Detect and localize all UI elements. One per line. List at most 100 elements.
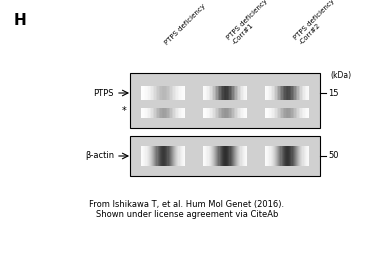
Bar [203, 86, 204, 100]
Bar [177, 146, 178, 166]
Bar [152, 146, 153, 166]
Bar [157, 108, 159, 118]
Bar [291, 146, 292, 166]
Bar [165, 108, 166, 118]
Bar [242, 146, 243, 166]
Bar [293, 108, 294, 118]
Bar [266, 146, 267, 166]
Bar [265, 108, 267, 118]
Bar [301, 146, 302, 166]
Bar [150, 108, 151, 118]
Bar [267, 108, 268, 118]
Bar [176, 146, 177, 166]
Bar [288, 86, 290, 100]
Bar [178, 146, 180, 166]
Bar [234, 86, 235, 100]
Bar [216, 108, 217, 118]
Bar [246, 108, 247, 118]
Bar [130, 136, 320, 176]
Text: PTPS deficiency: PTPS deficiency [164, 3, 207, 46]
Bar [223, 146, 224, 166]
Bar [299, 108, 300, 118]
Bar [147, 146, 148, 166]
Bar [147, 108, 148, 118]
Bar [288, 108, 290, 118]
Bar [291, 108, 293, 118]
Bar [271, 108, 272, 118]
Bar [130, 73, 320, 128]
Bar [285, 146, 286, 166]
Bar [170, 146, 171, 166]
Bar [173, 108, 175, 118]
Bar [283, 146, 284, 166]
Bar [167, 146, 168, 166]
Bar [162, 108, 163, 118]
Bar [150, 146, 151, 166]
Bar [183, 108, 185, 118]
Bar [204, 146, 205, 166]
Bar [183, 146, 184, 166]
Bar [285, 108, 287, 118]
Bar [154, 146, 155, 166]
Bar [240, 108, 241, 118]
Bar [209, 108, 210, 118]
Bar [170, 108, 172, 118]
Bar [284, 108, 285, 118]
Bar [241, 108, 243, 118]
Bar [182, 108, 183, 118]
Bar [211, 146, 212, 166]
Bar [300, 86, 302, 100]
Bar [307, 146, 308, 166]
Bar [304, 146, 306, 166]
Bar [297, 108, 299, 118]
Bar [225, 146, 226, 166]
Bar [169, 108, 170, 118]
Bar [166, 146, 167, 166]
Text: (kDa): (kDa) [330, 71, 351, 80]
Bar [228, 146, 230, 166]
Bar [146, 146, 147, 166]
Bar [278, 108, 280, 118]
Bar [219, 86, 220, 100]
Bar [269, 108, 271, 118]
Bar [273, 146, 274, 166]
Bar [269, 146, 270, 166]
Bar [156, 108, 157, 118]
Bar [167, 86, 169, 100]
Bar [162, 86, 163, 100]
Bar [233, 146, 234, 166]
Bar [147, 86, 148, 100]
Bar [166, 86, 167, 100]
Bar [215, 86, 216, 100]
Bar [182, 146, 183, 166]
Bar [237, 146, 238, 166]
Bar [148, 86, 150, 100]
Bar [224, 86, 225, 100]
Bar [268, 146, 269, 166]
Bar [217, 86, 219, 100]
Bar [293, 86, 294, 100]
Bar [275, 86, 277, 100]
Bar [209, 86, 210, 100]
Bar [216, 86, 217, 100]
Bar [220, 86, 222, 100]
Bar [159, 146, 160, 166]
Bar [283, 86, 284, 100]
Bar [292, 146, 294, 166]
Bar [178, 108, 179, 118]
Bar [219, 108, 220, 118]
Bar [236, 146, 237, 166]
Bar [142, 146, 143, 166]
Bar [302, 146, 303, 166]
Bar [241, 86, 243, 100]
Bar [240, 86, 241, 100]
Bar [306, 146, 307, 166]
Bar [151, 108, 153, 118]
Bar [153, 86, 154, 100]
Bar [174, 146, 175, 166]
Bar [141, 86, 142, 100]
Bar [272, 108, 274, 118]
Text: PTPS deficiency
-Corr#2: PTPS deficiency -Corr#2 [293, 0, 341, 46]
Bar [246, 86, 247, 100]
Bar [230, 86, 231, 100]
